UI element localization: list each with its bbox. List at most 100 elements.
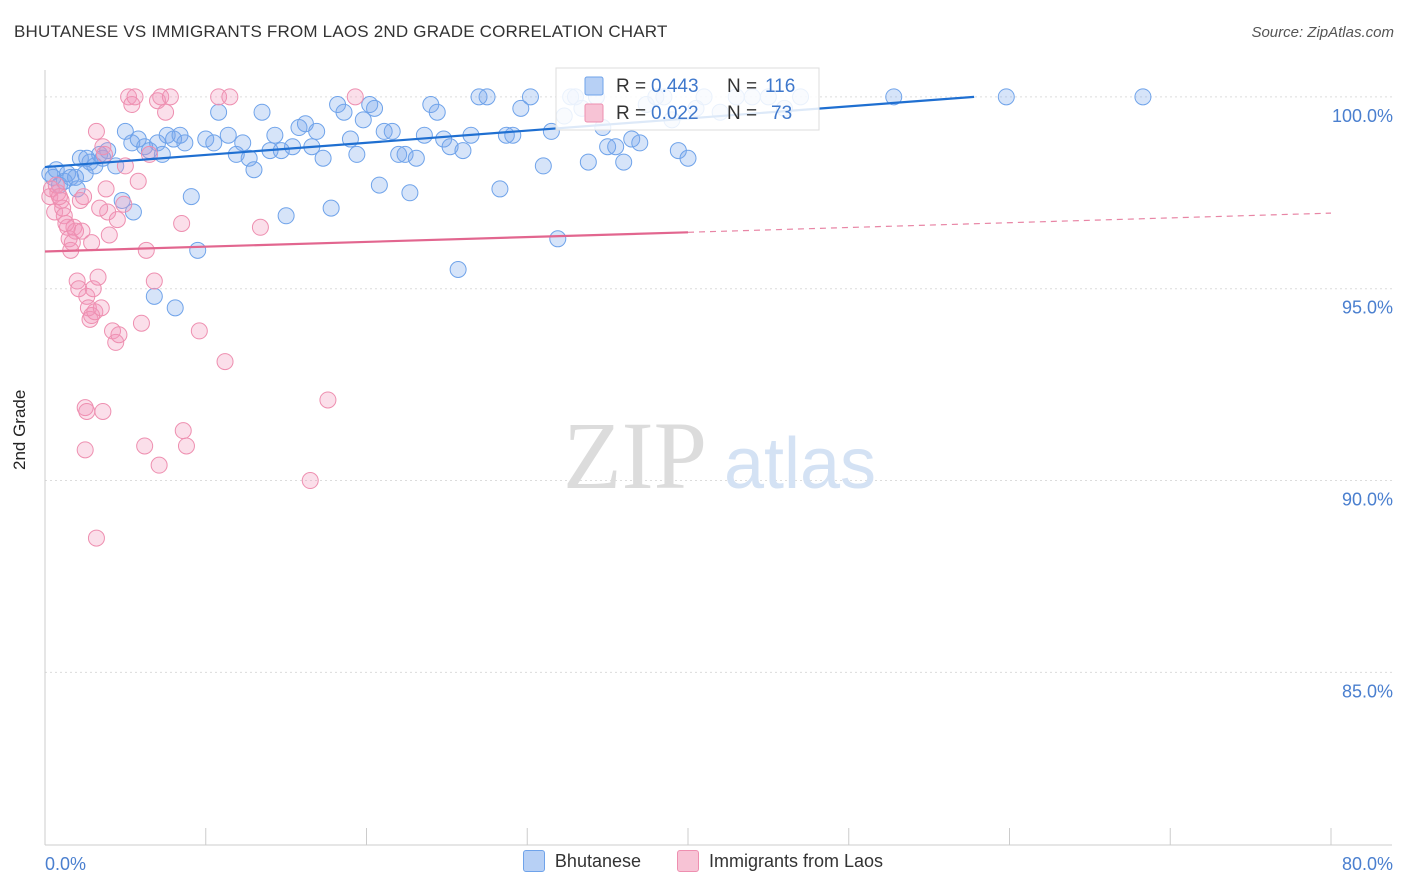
laos-point xyxy=(152,88,170,106)
laos-point xyxy=(115,195,133,213)
bhutanese-point xyxy=(219,126,237,144)
bhutanese-point xyxy=(354,111,372,129)
stats-swatch-pink xyxy=(584,103,604,123)
bhutanese-point xyxy=(308,122,326,140)
bhutanese-point xyxy=(504,126,522,144)
bhutanese-point xyxy=(390,145,408,163)
legend-label: Immigrants from Laos xyxy=(709,850,884,871)
laos-point xyxy=(76,441,94,459)
bhutanese-point xyxy=(615,153,633,171)
laos-point xyxy=(87,529,105,547)
data-points xyxy=(41,88,1152,547)
bhutanese-point xyxy=(78,149,96,167)
bhutanese-point xyxy=(396,145,414,163)
grid-lines xyxy=(45,96,1392,673)
bhutanese-point xyxy=(607,138,625,156)
bhutanese-point xyxy=(182,188,200,206)
stats-box: R = 0.443 N = 116 R = 0.022 N = 73 xyxy=(555,67,820,131)
bhutanese-point xyxy=(189,241,207,259)
y-tick-label: 90.0% xyxy=(1342,490,1393,510)
bhutanese-point xyxy=(234,134,252,152)
bhutanese-point xyxy=(348,145,366,163)
laos-point xyxy=(73,222,91,240)
legend-swatch-blue xyxy=(522,850,545,872)
bhutanese-point xyxy=(210,103,228,121)
bhutanese-point xyxy=(407,149,425,167)
laos-point xyxy=(161,88,179,106)
bhutanese-point xyxy=(401,184,419,202)
bhutanese-point xyxy=(67,168,85,186)
laos-point xyxy=(94,402,112,420)
axes xyxy=(44,70,1392,846)
stats-r-label: R = xyxy=(616,76,646,97)
laos-point xyxy=(136,437,154,455)
tick-labels: 85.0% 90.0% 95.0% 100.0% 0.0% 80.0% xyxy=(45,106,1393,874)
bhutanese-point xyxy=(366,99,384,117)
bhutanese-point xyxy=(542,122,560,140)
bhutanese-point xyxy=(197,130,215,148)
bhutanese-point xyxy=(205,134,223,152)
bhutanese-point xyxy=(71,149,89,167)
legend: Bhutanese Immigrants from Laos xyxy=(0,850,1406,872)
laos-point xyxy=(50,188,68,206)
stats-swatch-blue xyxy=(584,76,604,96)
laos-point xyxy=(221,88,239,106)
laos-point xyxy=(129,172,147,190)
bhutanese-point xyxy=(314,149,332,167)
legend-swatch-pink xyxy=(677,850,699,872)
bhutanese-point xyxy=(623,130,641,148)
stats-n-value: 73 xyxy=(771,103,792,124)
laos-point xyxy=(78,402,96,420)
bhutanese-point xyxy=(266,126,284,144)
stats-n-label: N = xyxy=(727,103,757,124)
stats-n-value: 116 xyxy=(765,76,795,97)
bhutanese-point xyxy=(145,287,163,305)
y-tick-label: 100.0% xyxy=(1332,106,1393,126)
laos-point xyxy=(145,272,163,290)
legend-item-bhutanese[interactable]: Bhutanese xyxy=(522,850,641,872)
source-label: Source: ZipAtlas.com xyxy=(1251,24,1394,41)
laos-point xyxy=(346,88,364,106)
stats-n-label: N = xyxy=(727,76,757,97)
bhutanese-point xyxy=(512,99,530,117)
bhutanese-point xyxy=(997,88,1015,106)
laos-point xyxy=(100,226,118,244)
bhutanese-point xyxy=(322,199,340,217)
laos-point xyxy=(91,199,109,217)
laos-point xyxy=(132,314,150,332)
legend-item-laos[interactable]: Immigrants from Laos xyxy=(677,850,883,872)
watermark-zip: ZIP xyxy=(563,402,707,509)
laos-point xyxy=(83,234,101,252)
bhutanese-point xyxy=(383,122,401,140)
bhutanese-point xyxy=(1134,88,1152,106)
laos-point xyxy=(150,456,168,474)
bhutanese-point xyxy=(491,180,509,198)
laos-point xyxy=(301,472,319,490)
laos-point xyxy=(95,145,113,163)
bhutanese-point xyxy=(253,103,271,121)
bhutanese-point xyxy=(166,299,184,317)
bhutanese-point xyxy=(428,103,446,121)
bhutanese-point xyxy=(478,88,496,106)
stats-r-value: 0.443 xyxy=(651,76,699,97)
y-tick-label: 95.0% xyxy=(1342,298,1393,318)
bhutanese-point xyxy=(885,88,903,106)
laos-trend-line xyxy=(44,231,689,253)
bhutanese-point xyxy=(631,134,649,152)
bhutanese-point xyxy=(454,142,472,160)
laos-point xyxy=(110,326,128,344)
laos-point xyxy=(157,103,175,121)
bhutanese-point xyxy=(176,134,194,152)
bhutanese-point xyxy=(415,126,433,144)
laos-point xyxy=(97,180,115,198)
bhutanese-point xyxy=(449,261,467,279)
laos-point xyxy=(251,218,269,236)
laos-point xyxy=(174,422,192,440)
laos-point xyxy=(75,188,93,206)
laos-point xyxy=(89,268,107,286)
laos-point xyxy=(190,322,208,340)
laos-point xyxy=(173,214,191,232)
bhutanese-point xyxy=(284,138,302,156)
bhutanese-point xyxy=(245,161,263,179)
